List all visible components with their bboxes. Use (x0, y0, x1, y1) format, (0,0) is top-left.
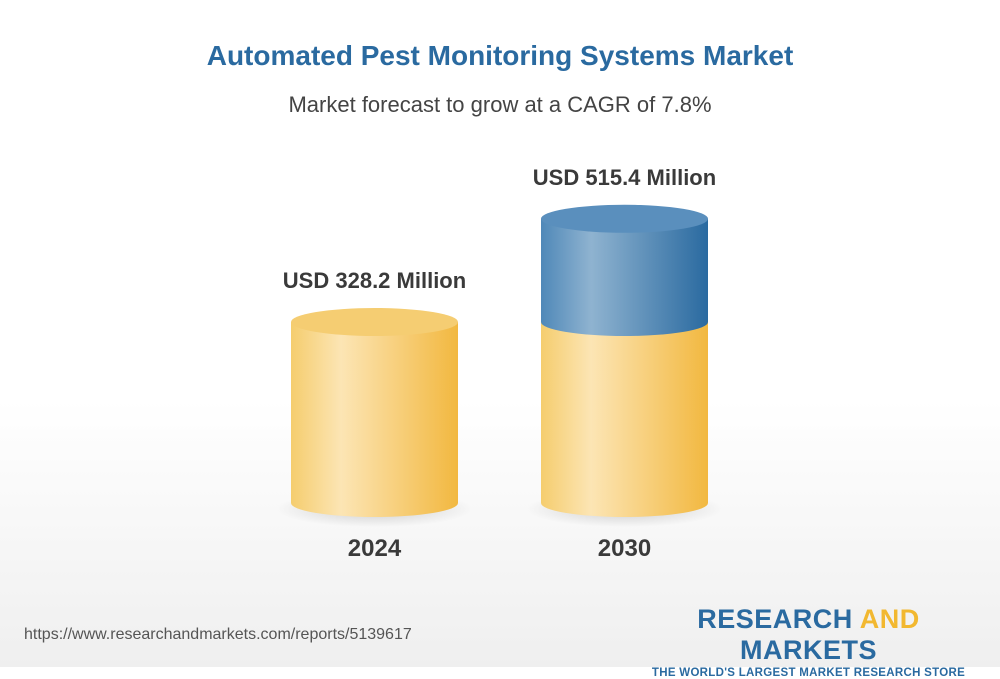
value-label: USD 328.2 Million (283, 268, 466, 293)
logo-word: RESEARCH (697, 604, 860, 634)
logo-tagline: THE WORLD'S LARGEST MARKET RESEARCH STOR… (651, 667, 966, 679)
chart-subtitle: Market forecast to grow at a CAGR of 7.8… (288, 92, 712, 117)
cylinder-top (541, 204, 708, 233)
category-label: 2024 (348, 535, 402, 562)
cylinder-base-2024 (291, 322, 458, 517)
logo-word: AND (859, 604, 920, 634)
cylinder-top (291, 308, 458, 336)
cylinder-growth-2030 (541, 218, 708, 337)
category-label: 2030 (598, 535, 651, 562)
cylinder-base-2030 (541, 322, 708, 517)
chart-title: Automated Pest Monitoring Systems Market (206, 40, 794, 71)
value-label: USD 515.4 Million (533, 165, 716, 190)
logo-word: MARKETS (740, 635, 877, 665)
source-url[interactable]: https://www.researchandmarkets.com/repor… (24, 626, 412, 643)
brand-logo: RESEARCH AND MARKETS THE WORLD'S LARGEST… (641, 604, 976, 679)
